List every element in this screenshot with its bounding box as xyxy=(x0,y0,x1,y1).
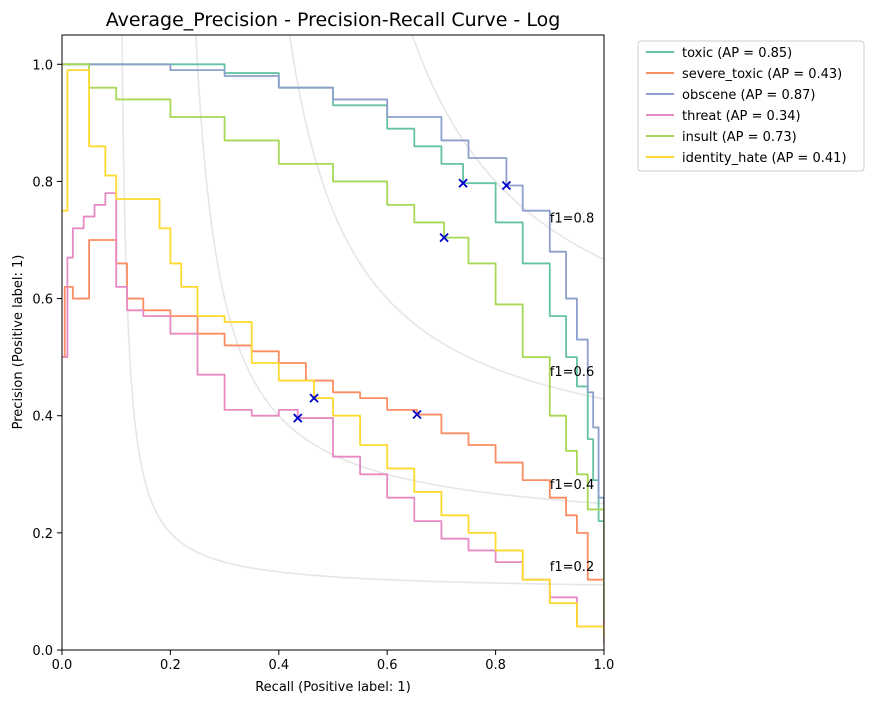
iso-f1-label: f1=0.4 xyxy=(550,478,594,493)
legend-box xyxy=(637,40,865,172)
legend-entry: identity_hate (AP = 0.41) xyxy=(682,151,847,166)
iso-f1-curve xyxy=(121,35,604,586)
series-lines xyxy=(62,63,604,645)
x-tick-label: 1.0 xyxy=(594,658,615,673)
series-line-3 xyxy=(62,192,604,645)
series-line-2 xyxy=(62,63,604,574)
legend-entry: severe_toxic (AP = 0.43) xyxy=(682,67,842,82)
iso-f1-curves xyxy=(121,35,604,586)
x-tick-label: 0.6 xyxy=(377,658,398,673)
operating-point-marker xyxy=(412,409,422,420)
legend: toxic (AP = 0.85) severe_toxic (AP = 0.43… xyxy=(637,40,865,172)
series-line-4 xyxy=(62,63,604,621)
y-axis-ticks: 0.0 0.2 0.4 0.6 0.8 1.0 xyxy=(32,58,62,659)
plot-frame xyxy=(61,34,605,651)
legend-entry: insult (AP = 0.73) xyxy=(682,130,797,145)
iso-f1-curve xyxy=(195,35,604,505)
x-tick-label: 0.8 xyxy=(485,658,506,673)
series-line-5 xyxy=(62,69,604,639)
y-tick-label: 0.8 xyxy=(32,175,53,190)
operating-point-marker xyxy=(458,178,468,188)
chart-title: Average_Precision - Precision-Recall Cur… xyxy=(106,9,561,31)
operating-point-marker xyxy=(293,413,303,423)
iso-f1-curve xyxy=(288,35,604,400)
x-tick-label: 0.0 xyxy=(52,658,73,673)
operating-point-marker xyxy=(501,180,512,191)
operating-point-marker xyxy=(309,393,319,403)
y-tick-label: 0.6 xyxy=(32,293,53,308)
y-tick-label: 0.0 xyxy=(32,644,53,659)
y-axis-label: Precision (Positive label: 1) xyxy=(11,255,26,430)
operating-point-markers xyxy=(293,178,512,423)
x-axis-ticks: 0.0 0.2 0.4 0.6 0.8 1.0 xyxy=(52,650,615,673)
y-tick-label: 1.0 xyxy=(32,58,53,73)
legend-entry: toxic (AP = 0.85) xyxy=(682,46,792,61)
legend-entry: threat (AP = 0.34) xyxy=(682,109,801,124)
x-axis-label: Recall (Positive label: 1) xyxy=(255,680,411,695)
iso-f1-curve xyxy=(411,35,604,261)
iso-f1-label: f1=0.2 xyxy=(550,560,594,575)
x-tick-label: 0.4 xyxy=(268,658,289,673)
x-tick-label: 0.2 xyxy=(160,658,181,673)
y-tick-label: 0.2 xyxy=(32,527,53,542)
y-tick-label: 0.4 xyxy=(32,410,53,425)
operating-point-marker xyxy=(439,233,449,243)
iso-f1-labels: f1=0.2 f1=0.4 f1=0.6 f1=0.8 xyxy=(550,211,594,575)
iso-f1-label: f1=0.6 xyxy=(550,365,594,380)
iso-f1-label: f1=0.8 xyxy=(550,211,594,226)
legend-entry: obscene (AP = 0.87) xyxy=(682,88,815,103)
